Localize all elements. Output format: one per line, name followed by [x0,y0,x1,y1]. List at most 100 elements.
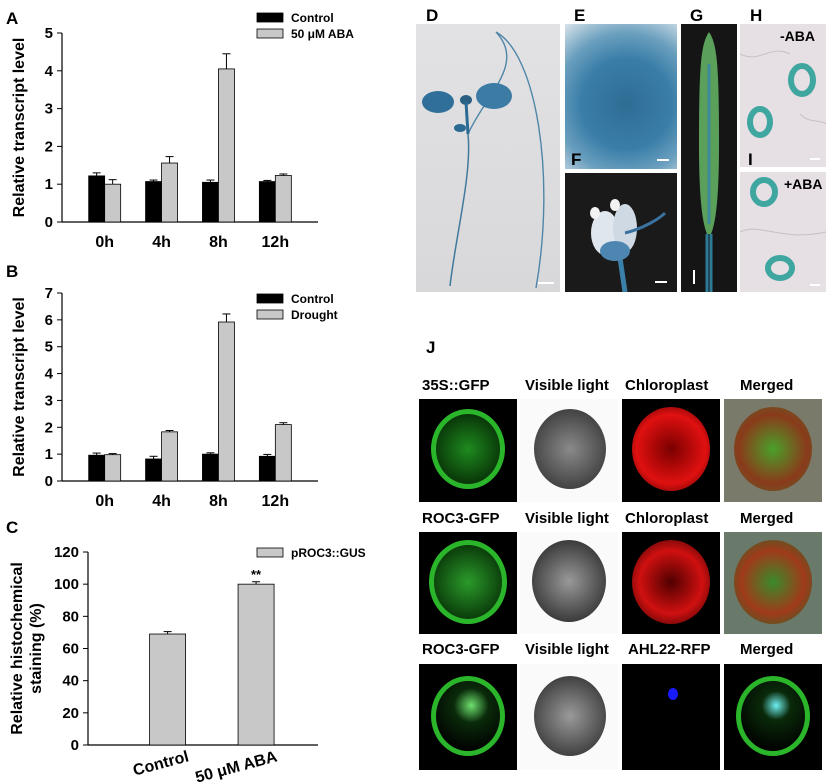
chart-a: 0 1 2 3 4 5 Relative transcript level 0h 4h 8h 12h… [11,11,354,251]
cotyledon-gus-photo [565,24,677,169]
grid-header-chloroplast: Chloroplast [625,510,709,527]
x-tick-label: Control [131,748,190,779]
y-axis-label-line2: staining (%) [28,603,45,694]
y-tick-label: 5 [45,339,53,356]
chloroplast-image [622,399,720,502]
plus-aba-label: +ABA [784,176,823,192]
bar [88,454,106,482]
y-tick-label: 20 [62,705,79,722]
panel-label-a: A [6,9,19,28]
legend-swatch [256,309,284,320]
merged-image [724,532,822,634]
roc3-gfp-image [419,664,517,770]
scale-bar [657,159,669,161]
ahl22-rfp-image [622,664,720,770]
scale-bar [693,270,695,284]
bar [202,181,219,223]
roc3-gfp-image [419,532,517,634]
panel-label-d: D [426,6,439,25]
chloroplast-image [622,532,720,634]
y-tick-label: 0 [45,473,53,490]
panel-label-g: G [690,6,704,25]
minus-aba-label: -ABA [780,28,815,44]
y-tick-label: 2 [45,138,53,155]
gfp-35s-image [419,399,517,502]
stomata-illustration [740,177,826,281]
grid-header-merged: Merged [740,510,794,527]
grid-header-visible-light: Visible light [525,377,609,394]
panel-label-f: F [571,150,582,169]
legend-label: Control [291,292,334,306]
grid-header-visible-light: Visible light [525,510,609,527]
y-tick-label: 1 [45,176,53,193]
bar [104,454,122,482]
y-axis-label: Relative transcript level [11,297,28,477]
visible-light-image [520,399,618,502]
y-tick-label: 40 [62,673,79,690]
grid-header-roc3-gfp: ROC3-GFP [422,510,500,527]
legend-label: pROC3::GUS [291,546,366,560]
bar [274,175,292,223]
merged-image [724,399,822,502]
legend-swatch [256,12,284,23]
seedling-gus-photo [416,24,560,292]
bar [218,68,235,223]
x-tick-label: 0h [95,493,114,506]
x-tick-label: 8h [209,493,228,506]
grid-header-roc3-gfp: ROC3-GFP [422,641,500,658]
panel-label-e: E [574,6,586,25]
silique-gus-photo [681,24,737,292]
bar [274,424,292,482]
stomata-plus-aba-photo: +ABA [740,172,826,292]
silique-illustration [699,32,719,292]
y-tick-label: 5 [45,25,53,42]
grid-header-35s-gfp: 35S::GFP [422,377,490,394]
x-tick-label: 0h [95,234,114,251]
merged-image [724,664,822,770]
scale-bar [538,282,554,284]
bar [145,181,162,223]
stomata-illustration [740,50,826,138]
stomata-minus-aba-photo: -ABA [740,24,826,167]
legend-label: Drought [291,308,338,322]
y-tick-label: 80 [62,608,79,625]
y-axis-label: Relative transcript level [11,38,28,218]
flower-gus-photo [565,173,677,292]
y-tick-label: 1 [45,446,53,463]
y-tick-label: 0 [45,214,53,231]
y-tick-label: 120 [54,544,79,561]
panel-label-i: I [748,150,753,169]
seedling-illustration [422,31,545,289]
x-tick-label: 4h [152,493,171,506]
y-tick-label: 100 [54,576,79,593]
visible-light-image [520,664,618,770]
y-tick-label: 2 [45,419,53,436]
bar [237,583,275,746]
y-axis-label-line1: Relative histochemical [9,562,26,735]
x-tick-label: 50 μM ABA [194,748,280,784]
significance-annotation: ** [251,567,262,582]
x-tick-label: 8h [209,234,228,251]
bar [149,633,187,746]
bar [145,458,162,482]
y-tick-label: 60 [62,641,79,658]
bar [258,181,276,223]
y-tick-label: 4 [45,63,54,80]
bar [104,183,122,223]
y-tick-label: 7 [45,285,53,302]
grid-header-ahl22-rfp: AHL22-RFP [628,641,711,658]
bar [202,453,219,482]
grid-header-merged: Merged [740,641,794,658]
bar [258,455,276,482]
visible-light-image [520,532,618,634]
x-tick-label: 4h [152,234,171,251]
y-tick-label: 3 [45,392,53,409]
bar [218,321,235,482]
y-tick-label: 6 [45,312,53,329]
y-tick-label: 0 [71,737,79,754]
chart-c: 0 20 40 60 80 100 120 Relative histochemical sta… [9,544,366,784]
x-tick-label: 12h [262,493,290,506]
y-tick-label: 3 [45,101,53,118]
panel-label-j: J [426,338,436,357]
legend-swatch [256,293,284,304]
